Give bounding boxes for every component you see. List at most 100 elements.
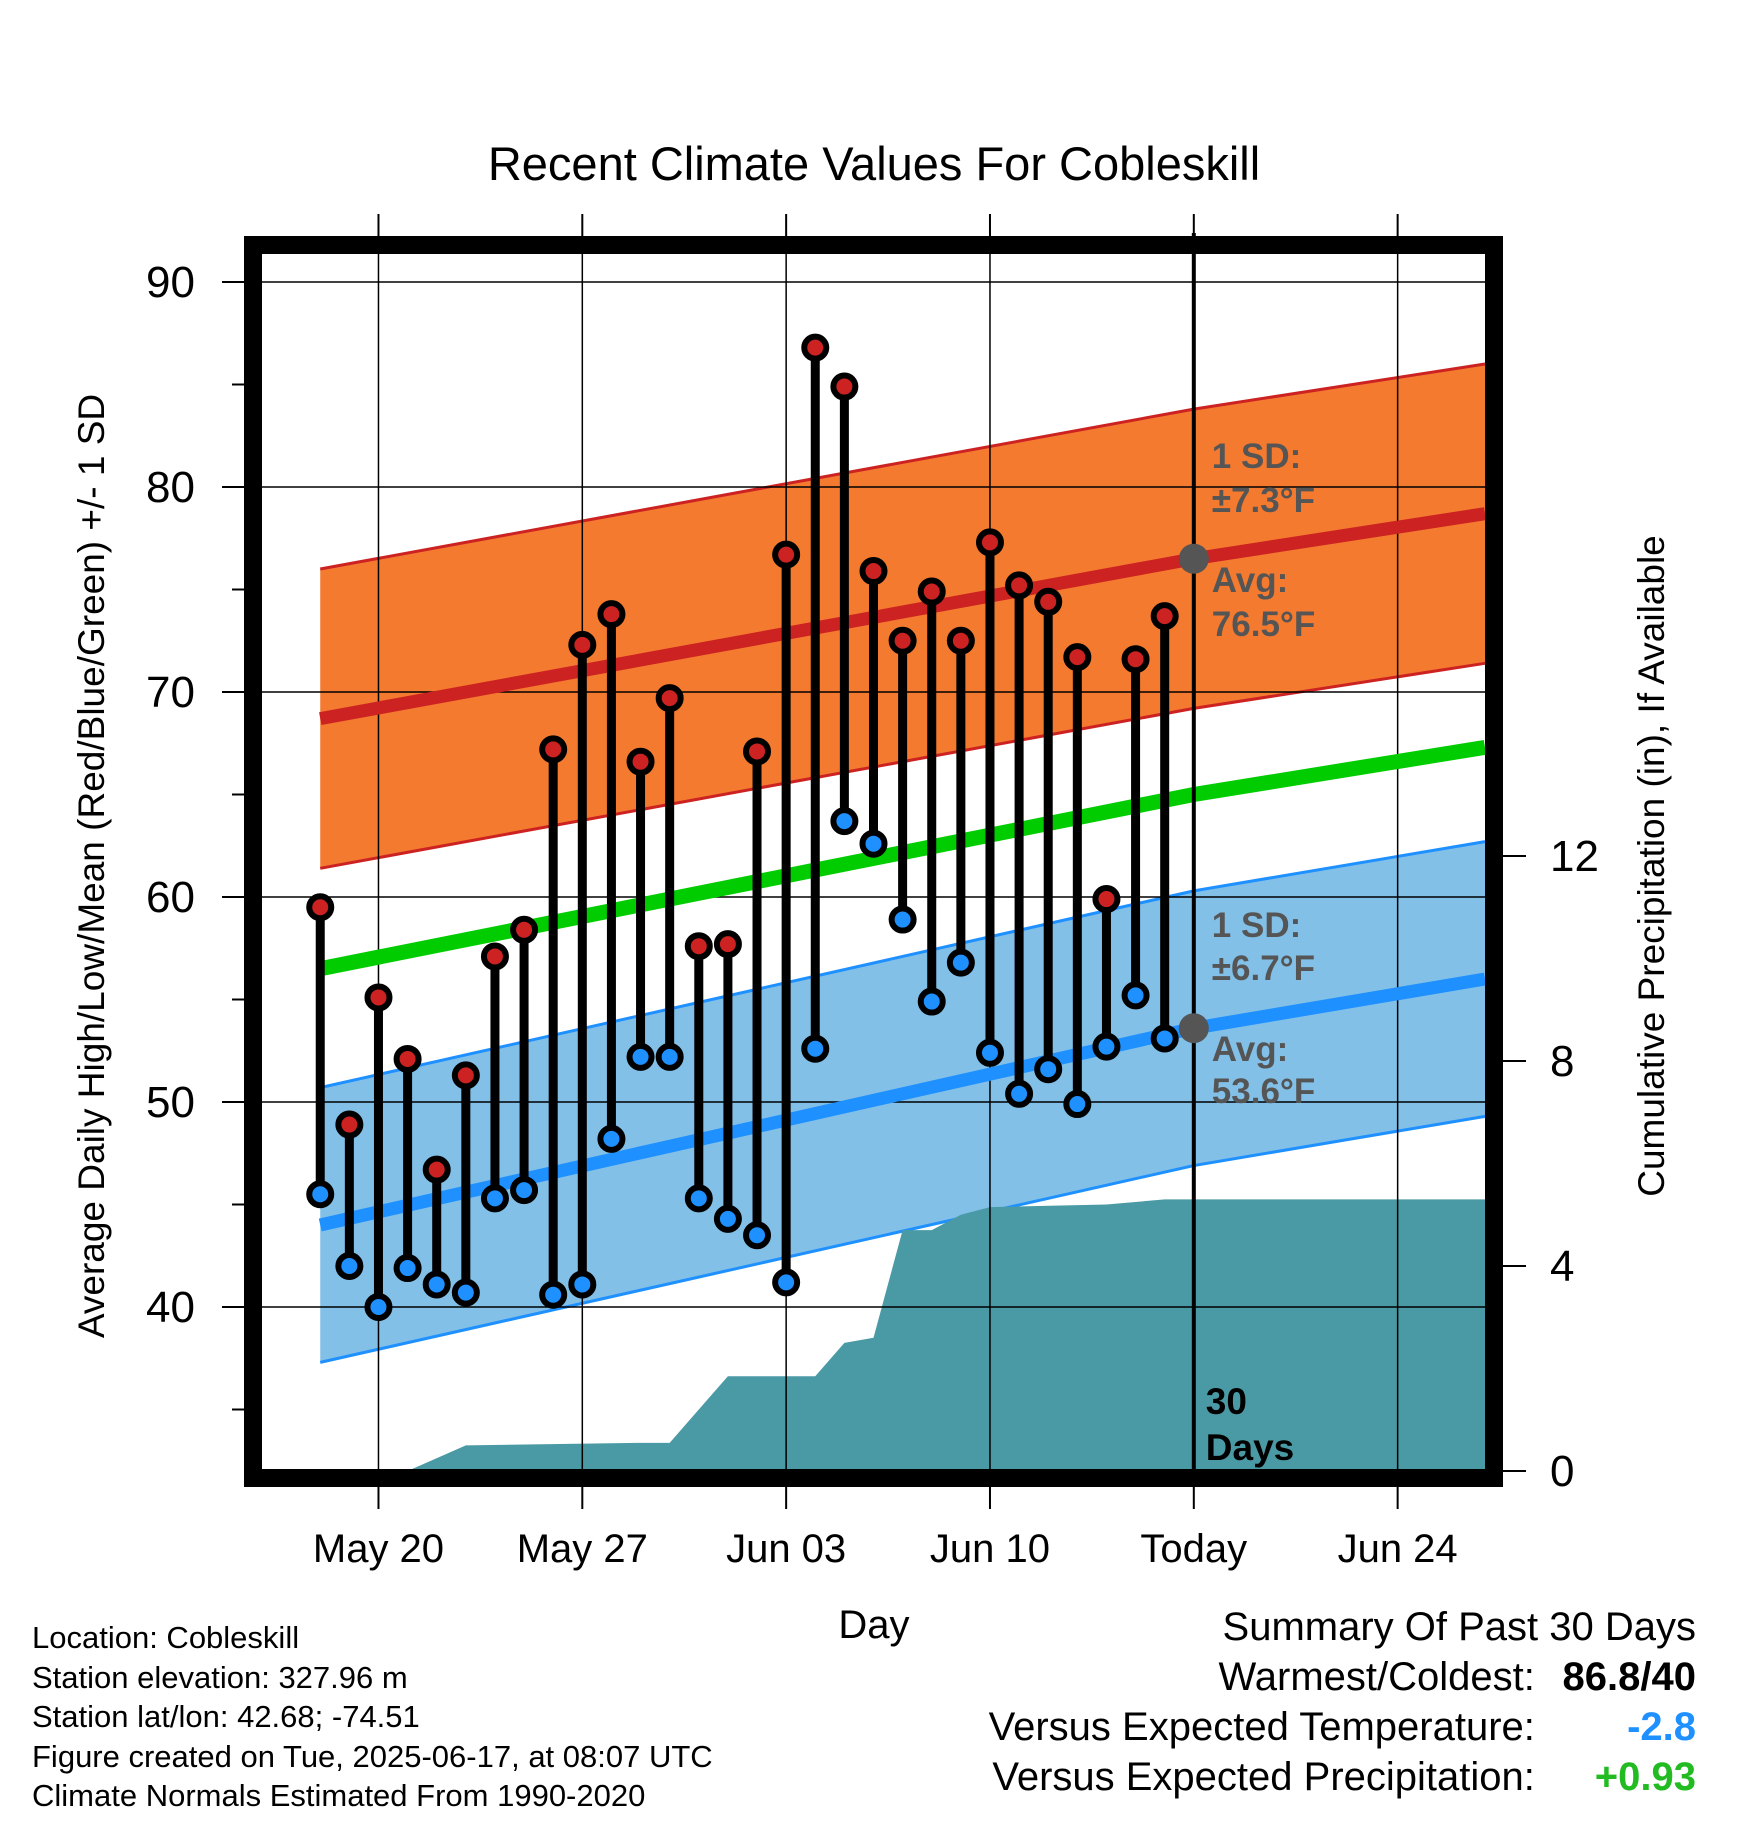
daily-low-point [539, 1280, 568, 1309]
daily-high-point [1150, 602, 1179, 631]
annotation-line1: 1 SD: [1212, 906, 1301, 945]
daily-low-point [1063, 1090, 1092, 1119]
daily-low-point [655, 1042, 684, 1071]
daily-high-point [422, 1155, 451, 1184]
info-normals: Climate Normals Estimated From 1990-2020 [32, 1778, 646, 1813]
y-axis-label: Average Daily High/Low/Mean (Red/Blue/Gr… [71, 394, 112, 1338]
daily-high-point [1063, 643, 1092, 672]
daily-low-point [306, 1180, 335, 1209]
daily-low-point [451, 1278, 480, 1307]
chart-title: Recent Climate Values For Cobleskill [488, 137, 1260, 190]
daily-high-point [480, 942, 509, 971]
daily-high-point [1121, 645, 1150, 674]
daily-low-point [1121, 981, 1150, 1010]
today-days-label-bottom: Days [1206, 1427, 1294, 1468]
annotation-line2: 53.6°F [1212, 1072, 1316, 1111]
plot-frame [244, 236, 1503, 1487]
station-info: Location: Cobleskill Station elevation: … [32, 1618, 852, 1816]
daily-low-point [480, 1184, 509, 1213]
daily-high-point [684, 932, 713, 961]
daily-low-point [975, 1038, 1004, 1067]
y2-tick-label: 8 [1550, 1037, 1574, 1086]
y-tick-label: 70 [146, 668, 195, 717]
daily-low-point [801, 1034, 830, 1063]
x-tick-label: Today [1140, 1527, 1247, 1571]
daily-low-point [568, 1270, 597, 1299]
y2-tick-label: 4 [1550, 1242, 1574, 1291]
daily-high-point [975, 528, 1004, 557]
daily-high-point [946, 626, 975, 655]
summary-warmest-value: 86.8/40 [1562, 1655, 1696, 1699]
annotation-line2: ±7.3°F [1212, 481, 1315, 520]
daily-low-point [1005, 1079, 1034, 1108]
daily-high-point [1092, 885, 1121, 914]
daily-high-point [1005, 571, 1034, 600]
info-latlon: Station lat/lon: 42.68; -74.51 [32, 1699, 420, 1734]
y-tick-label: 60 [146, 873, 195, 922]
daily-low-point [888, 905, 917, 934]
daily-high-point [801, 333, 830, 362]
y-tick-label: 90 [146, 258, 195, 307]
summary-warmest-row: Warmest/Coldest: 86.8/40 [796, 1652, 1697, 1702]
summary-precip-label: Versus Expected Precipitation: [992, 1755, 1535, 1799]
x-tick-label: Jun 24 [1338, 1527, 1458, 1571]
daily-high-point [393, 1044, 422, 1073]
annotation-line1: 1 SD: [1212, 437, 1301, 476]
daily-high-point [597, 600, 626, 629]
daily-high-point [568, 630, 597, 659]
daily-low-point [946, 948, 975, 977]
daily-high-point [539, 735, 568, 764]
summary-precip-value: +0.93 [1594, 1755, 1696, 1799]
daily-low-point [713, 1204, 742, 1233]
annotation-line1: Avg: [1212, 561, 1288, 600]
daily-low-point [422, 1270, 451, 1299]
daily-low-point [743, 1221, 772, 1250]
daily-low-point [1034, 1055, 1063, 1084]
annotation-line2: 76.5°F [1212, 605, 1316, 644]
summary-warmest-label: Warmest/Coldest: [1218, 1655, 1535, 1699]
summary-temp-row: Versus Expected Temperature: -2.8 [796, 1702, 1696, 1752]
info-location: Location: Cobleskill [32, 1620, 300, 1655]
daily-low-point [597, 1124, 626, 1153]
daily-high-point [888, 626, 917, 655]
summary-heading: Summary Of Past 30 Days [1222, 1605, 1696, 1649]
info-created: Figure created on Tue, 2025-06-17, at 08… [32, 1738, 713, 1774]
daily-high-point [364, 983, 393, 1012]
summary-precip-row: Versus Expected Precipitation: +0.93 [796, 1752, 1696, 1802]
daily-high-point [772, 540, 801, 569]
daily-high-point [306, 893, 335, 922]
daily-low-point [917, 987, 946, 1016]
x-axis-label: Day [838, 1603, 909, 1647]
daily-high-point [713, 930, 742, 959]
x-tick-label: May 27 [517, 1527, 648, 1571]
y2-axis-label: Cumulative Precipitation (in), If Availa… [1631, 535, 1672, 1197]
daily-high-point [859, 557, 888, 586]
daily-low-point [335, 1252, 364, 1280]
daily-high-point [655, 684, 684, 713]
y2-tick-label: 0 [1550, 1447, 1574, 1496]
daily-low-point [510, 1176, 539, 1205]
daily-low-point [1092, 1032, 1121, 1061]
summary-panel: Summary Of Past 30 Days Warmest/Coldest:… [796, 1602, 1696, 1802]
daily-low-point [830, 807, 859, 836]
today-avg-low-marker [1178, 1013, 1209, 1044]
daily-high-point [626, 747, 655, 776]
daily-low-point [1150, 1024, 1179, 1053]
daily-high-point [451, 1061, 480, 1090]
daily-high-point [1034, 587, 1063, 616]
annotation-line2: ±6.7°F [1212, 949, 1315, 988]
daily-low-point [684, 1184, 713, 1213]
precip-area [262, 1199, 1485, 1471]
y2-tick-label: 12 [1550, 832, 1599, 881]
daily-low-point [859, 829, 888, 858]
daily-low-point [393, 1254, 422, 1283]
y-tick-label: 40 [146, 1283, 195, 1332]
summary-temp-value: -2.8 [1627, 1705, 1696, 1749]
daily-high-point [830, 372, 859, 401]
annotation-line1: Avg: [1212, 1030, 1288, 1069]
y-tick-label: 50 [146, 1078, 195, 1127]
today-days-label-top: 30 [1206, 1381, 1247, 1422]
daily-low-point [364, 1293, 393, 1321]
summary-temp-label: Versus Expected Temperature: [988, 1705, 1535, 1749]
